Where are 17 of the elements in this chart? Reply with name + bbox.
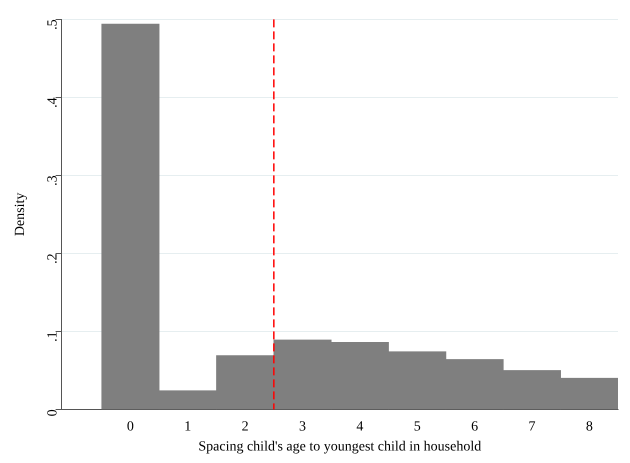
y-tick-label: .2 xyxy=(45,253,60,264)
x-tick-label: 7 xyxy=(528,419,536,434)
x-tick-label: 4 xyxy=(356,419,364,434)
y-tick-label: .1 xyxy=(45,331,60,342)
x-tick-label: 0 xyxy=(126,419,134,434)
y-axis-title: Density xyxy=(13,192,28,236)
x-tick-label: 6 xyxy=(471,419,478,434)
x-tick-label: 3 xyxy=(299,419,306,434)
y-tick-label: .4 xyxy=(45,97,60,108)
y-tick-label: 0 xyxy=(45,409,60,416)
y-tick-label: .5 xyxy=(45,19,60,30)
x-tick-label: 1 xyxy=(184,419,192,434)
x-axis-title: Spacing child's age to youngest child in household xyxy=(198,439,482,454)
x-tick-label: 8 xyxy=(586,419,593,434)
x-tick-label: 5 xyxy=(414,419,421,434)
y-tick-label: .3 xyxy=(45,175,60,186)
x-tick-label: 2 xyxy=(242,419,249,434)
